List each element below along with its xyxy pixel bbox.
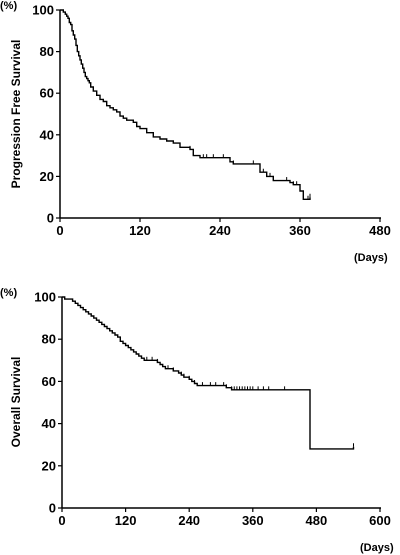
survival-curve xyxy=(60,9,311,200)
x-tick-label: 240 xyxy=(209,223,231,238)
y-tick-label: 0 xyxy=(47,211,54,226)
y-axis-title: Progression Free Survival xyxy=(9,40,23,189)
y-tick-label: 20 xyxy=(42,458,56,473)
y-unit-label: (%) xyxy=(0,0,17,12)
x-tick-label: 120 xyxy=(115,513,137,528)
y-tick-label: 60 xyxy=(40,86,54,101)
y-tick-label: 80 xyxy=(42,332,56,347)
y-axis-title: Overall Survival xyxy=(9,357,23,448)
y-tick-label: 100 xyxy=(34,290,56,305)
y-tick-label: 40 xyxy=(42,416,56,431)
x-tick-label: 600 xyxy=(369,513,391,528)
y-tick-label: 60 xyxy=(42,374,56,389)
x-tick-label: 240 xyxy=(178,513,200,528)
y-tick-label: 80 xyxy=(40,44,54,59)
x-tick-label: 120 xyxy=(129,223,151,238)
x-tick-label: 480 xyxy=(306,513,328,528)
y-tick-label: 20 xyxy=(40,169,54,184)
y-tick-label: 0 xyxy=(49,501,56,516)
x-tick-label: 480 xyxy=(369,223,391,238)
y-tick-label: 40 xyxy=(40,127,54,142)
survival-curve xyxy=(62,296,355,450)
x-tick-label: 360 xyxy=(242,513,264,528)
y-tick-label: 100 xyxy=(32,3,54,18)
x-tick-label: 0 xyxy=(56,223,63,238)
x-tick-label: 360 xyxy=(289,223,311,238)
x-unit-label: (Days) xyxy=(360,542,394,554)
pfs-panel: 0 20 40 60 80 100 0 120 240 360 480 (%) (Days) Progre… xyxy=(0,0,391,264)
y-unit-label: (%) xyxy=(0,287,17,299)
os-panel: 0 20 40 60 80 100 0 120 240 360 480 600 (%) (Days) Ove… xyxy=(0,287,394,554)
x-unit-label: (Days) xyxy=(354,252,388,264)
x-tick-label: 0 xyxy=(58,513,65,528)
